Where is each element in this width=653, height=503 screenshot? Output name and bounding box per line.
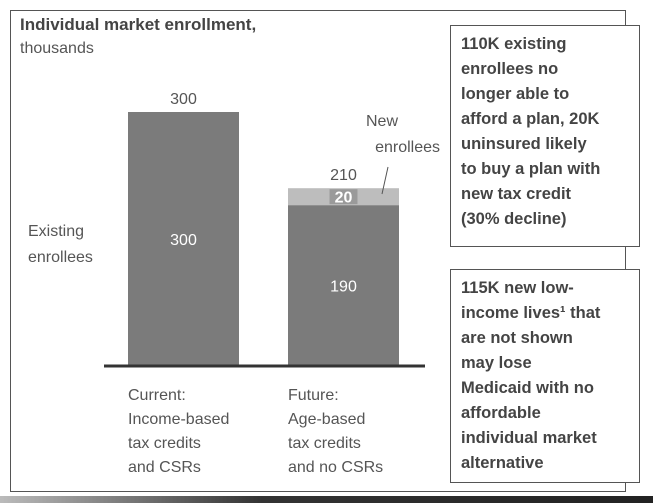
data-label-bg [329,189,358,205]
category-label: Income-based [128,411,229,428]
callout-line: alternative [461,454,544,472]
callout-line: enrollees no [461,60,559,78]
callout-medicaid-loss: 115K new low-income lives¹ that are not s… [450,269,640,483]
series-label-existing: enrollees [28,249,93,266]
callout-line: longer able to [461,85,570,103]
data-label: 190 [330,279,357,296]
data-label: 20 [335,190,353,207]
category-label: tax credits [288,435,361,452]
category-label: and no CSRs [288,459,383,476]
callout-line: 115K new low- [461,279,574,297]
category-label: tax credits [128,435,201,452]
callout-line: affordable [461,404,541,422]
chart-frame [10,10,626,492]
chart-subtitle: thousands [20,40,94,57]
callout-line: 110K existing [461,35,567,53]
bar-segment [128,112,239,366]
category-label: and CSRs [128,459,201,476]
series-label-existing: Existing [28,223,84,240]
callout-line: new tax credit [461,185,572,203]
data-label: 300 [170,232,197,249]
callout-line: Medicaid with no [461,379,594,397]
chart-title: Individual market enrollment, [20,15,257,34]
callout-line: are not shown [461,329,573,347]
scan-edge [0,496,653,503]
callout-line: uninsured likely [461,135,587,153]
callout-line: may lose [461,354,532,372]
series-label-new: New [366,113,398,130]
callout-line: afford a plan, 20K [461,110,600,128]
callout-line: income lives¹ that [461,304,601,322]
callout-line: (30% decline) [461,210,567,228]
series-label-new: enrollees [375,139,440,156]
total-label: 300 [170,91,197,108]
category-label: Current: [128,387,186,404]
category-label: Age-based [288,411,365,428]
category-label: Future: [288,387,339,404]
total-label: 210 [330,167,357,184]
bar-segment [288,205,399,366]
callout-existing-loss: 110K existing enrollees no longer able to a… [450,25,640,247]
leader-line [381,166,389,195]
callout-line: individual market [461,429,597,447]
callout-line: to buy a plan with [461,160,601,178]
